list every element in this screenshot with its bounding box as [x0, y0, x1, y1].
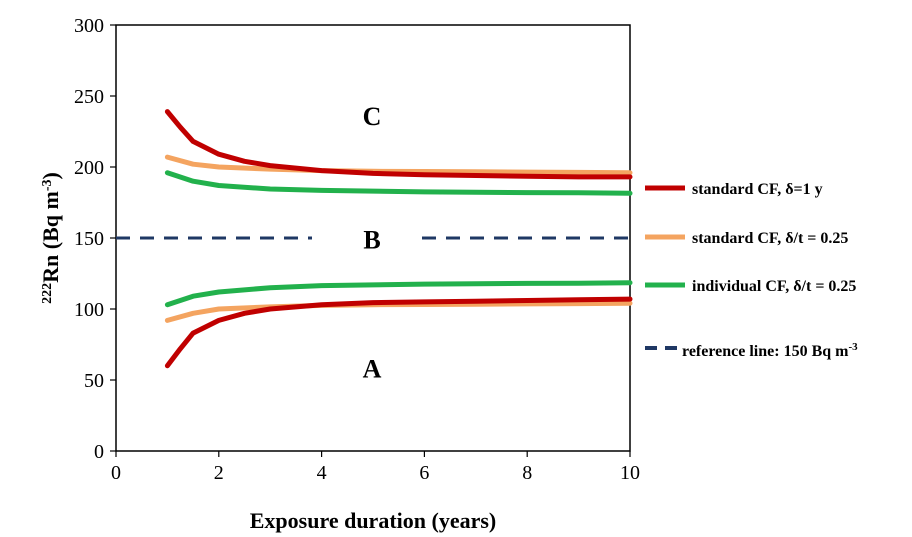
y-tick-label: 150: [74, 228, 104, 250]
series-line-standard-cf-delta-1y-upper: [164, 109, 633, 180]
legend: standard CF, δ=1 y standard CF, δ/t = 0.…: [645, 181, 858, 360]
series-line-individual-cf-ratio-lower: [164, 280, 633, 308]
x-tick-label: 6: [419, 462, 429, 484]
y-axis-title-sup-pre: 222: [40, 283, 55, 304]
region-label-a: A: [363, 355, 382, 384]
x-tick-label: 2: [214, 462, 224, 484]
x-tick-label: 4: [317, 462, 327, 484]
y-tick-label: 300: [74, 15, 104, 37]
y-tick-label: 100: [74, 299, 104, 321]
legend-label-reference-line: reference line: 150 Bq m-3: [682, 341, 858, 360]
y-tick-label: 0: [94, 441, 104, 463]
legend-label-individual-cf-ratio: individual CF, δ/t = 0.25: [692, 278, 856, 295]
x-tick-label: 10: [620, 462, 640, 484]
y-axis-title-close: ): [38, 172, 63, 179]
legend-label-standard-cf-delta-1y: standard CF, δ=1 y: [692, 181, 823, 198]
x-tick-label: 8: [522, 462, 532, 484]
region-labels: C B A: [363, 102, 382, 384]
y-axis-title-main: Rn (Bq m: [38, 191, 63, 283]
legend-label-reference-line-main: reference line: 150 Bq m: [682, 343, 849, 360]
y-tick-label: 250: [74, 86, 104, 108]
region-label-b: B: [363, 225, 380, 254]
series-line-individual-cf-ratio-upper: [164, 170, 633, 196]
series-line-standard-cf-delta-1y-lower: [164, 296, 633, 369]
legend-label-standard-cf-ratio: standard CF, δ/t = 0.25: [692, 230, 848, 247]
legend-label-reference-line-sup: -3: [848, 341, 858, 353]
y-tick-label: 50: [84, 370, 104, 392]
y-axis-title: 222Rn (Bq m-3): [38, 172, 63, 304]
y-axis-title-sup-post: -3: [40, 179, 55, 191]
series-lines: [116, 109, 633, 369]
x-tick-label: 0: [111, 462, 121, 484]
y-tick-label: 200: [74, 157, 104, 179]
x-axis-title: Exposure duration (years): [250, 508, 497, 533]
region-label-c: C: [363, 102, 382, 131]
